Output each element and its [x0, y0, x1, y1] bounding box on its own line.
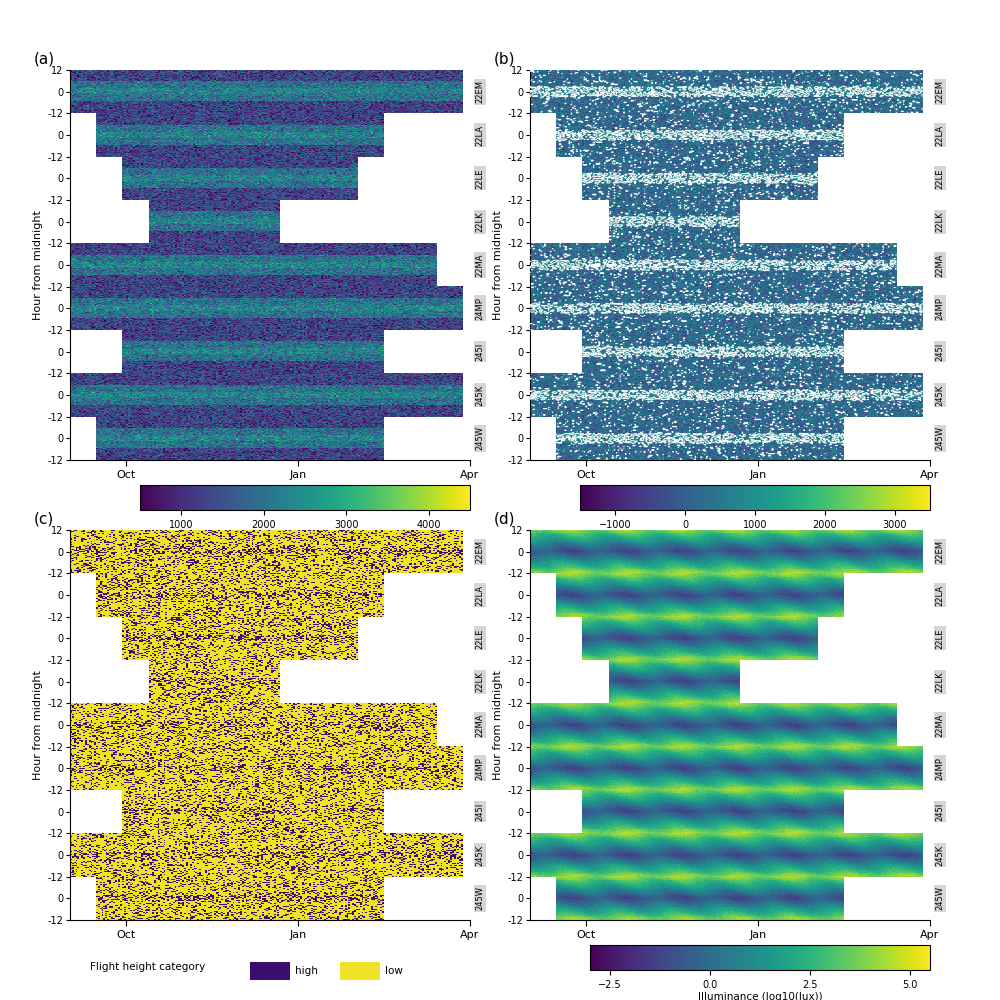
Text: 245W: 245W — [476, 886, 485, 910]
X-axis label: Illuminance (log10(lux)): Illuminance (log10(lux)) — [698, 992, 822, 1000]
Text: (c): (c) — [34, 511, 54, 526]
Text: 24MP: 24MP — [936, 297, 945, 320]
Text: 22LE: 22LE — [476, 168, 485, 189]
Text: 245K: 245K — [936, 844, 945, 866]
Text: 245K: 245K — [936, 384, 945, 406]
Text: 22LA: 22LA — [476, 124, 485, 146]
Text: 22LK: 22LK — [936, 211, 945, 232]
Text: 22MA: 22MA — [936, 253, 945, 277]
Text: (b): (b) — [494, 51, 516, 66]
Text: 24MP: 24MP — [476, 757, 485, 780]
Text: 22MA: 22MA — [476, 713, 485, 737]
Text: 245W: 245W — [936, 426, 945, 450]
Text: high: high — [295, 966, 318, 976]
Text: 22LA: 22LA — [936, 584, 945, 606]
Text: 245I: 245I — [476, 343, 485, 361]
X-axis label: Flight height (m): Flight height (m) — [711, 532, 799, 542]
Text: 245I: 245I — [476, 803, 485, 821]
Text: low: low — [385, 966, 403, 976]
Text: 22LK: 22LK — [476, 671, 485, 692]
Y-axis label: Hour from midnight: Hour from midnight — [33, 210, 43, 320]
Text: 22MA: 22MA — [936, 713, 945, 737]
Text: Flight height category: Flight height category — [90, 962, 212, 972]
Text: (d): (d) — [494, 511, 516, 526]
Text: 22EM: 22EM — [476, 80, 485, 103]
Text: 22LE: 22LE — [476, 628, 485, 649]
Text: 22LA: 22LA — [936, 124, 945, 146]
Text: 22LA: 22LA — [476, 584, 485, 606]
Text: 24MP: 24MP — [476, 297, 485, 320]
Y-axis label: Hour from midnight: Hour from midnight — [493, 670, 503, 780]
Text: 22EM: 22EM — [936, 540, 945, 563]
Text: 22EM: 22EM — [936, 80, 945, 103]
Text: 245K: 245K — [476, 384, 485, 406]
Text: 245K: 245K — [476, 844, 485, 866]
Y-axis label: Hour from midnight: Hour from midnight — [33, 670, 43, 780]
X-axis label: Altitude (m a.s.l.): Altitude (m a.s.l.) — [260, 532, 350, 542]
Text: 22LE: 22LE — [936, 628, 945, 649]
Text: 22LE: 22LE — [936, 168, 945, 189]
Text: 245I: 245I — [936, 803, 945, 821]
Y-axis label: Hour from midnight: Hour from midnight — [493, 210, 503, 320]
Text: 22MA: 22MA — [476, 253, 485, 277]
Text: 245W: 245W — [476, 426, 485, 450]
Text: 24MP: 24MP — [936, 757, 945, 780]
Text: (a): (a) — [34, 51, 55, 66]
Text: 22LK: 22LK — [936, 671, 945, 692]
Text: 245I: 245I — [936, 343, 945, 361]
Text: 22LK: 22LK — [476, 211, 485, 232]
Text: 22EM: 22EM — [476, 540, 485, 563]
Text: 245W: 245W — [936, 886, 945, 910]
